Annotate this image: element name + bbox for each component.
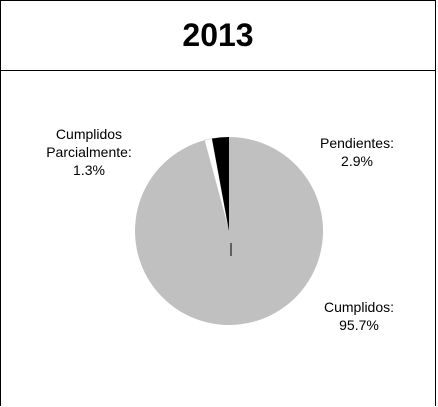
label-parcial-line1: Cumplidos	[56, 126, 122, 142]
pie-slice-pendientes	[211, 137, 229, 231]
pie-slices	[135, 137, 324, 326]
label-parcial-line2: Parcialmente:	[46, 144, 132, 160]
label-pendientes-line1: Pendientes:	[320, 135, 394, 151]
label-cumplidos-value: 95.7%	[339, 317, 379, 333]
title-box: 2013	[0, 0, 436, 71]
label-cumplidos-line1: Cumplidos:	[324, 299, 394, 315]
chart-title: 2013	[182, 16, 254, 53]
label-pendientes-value: 2.9%	[341, 153, 373, 169]
label-parcial-value: 1.3%	[73, 162, 105, 178]
pie-slice-cumplidos-parcialmente	[204, 138, 230, 232]
